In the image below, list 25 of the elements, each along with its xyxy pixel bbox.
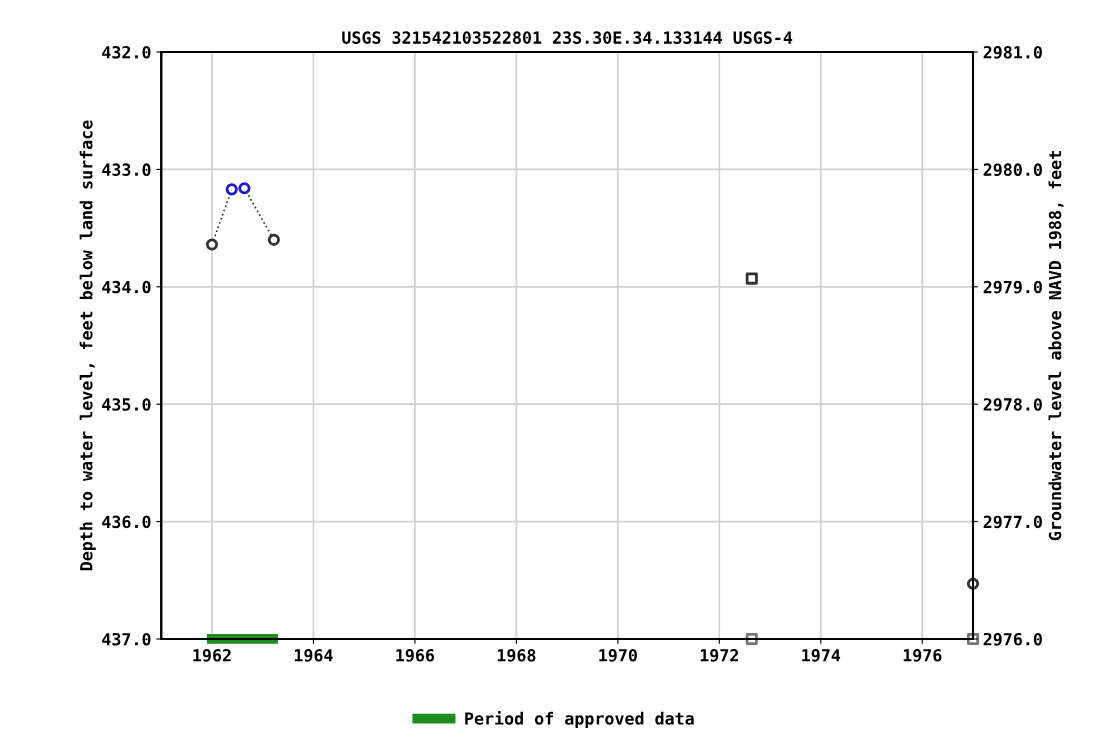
y-axis-title: Depth to water level, feet below land surface xyxy=(79,120,96,571)
x-tick-label: 1970 xyxy=(599,649,637,662)
x-tick-label: 1968 xyxy=(497,649,536,662)
y-tick-label: 436.0 xyxy=(102,515,151,529)
x-tick-label: 1972 xyxy=(700,649,739,662)
y-tick-label: 432.0 xyxy=(102,45,151,59)
y2-tick-label: 2978.0 xyxy=(983,398,1042,411)
y2-tick-label: 2980.0 xyxy=(983,163,1042,177)
x-tick-label: 1964 xyxy=(294,649,333,662)
legend-label: Period of approved data xyxy=(465,710,694,728)
x-tick-label: 1974 xyxy=(802,649,841,662)
point xyxy=(745,272,758,285)
chart-title: USGS 321542103522801 23S.30E.34.133144 USGS-4 xyxy=(342,31,793,44)
y-tick-label: 433.0 xyxy=(102,163,151,176)
y-tick-label: 435.0 xyxy=(102,398,151,411)
x-tick-label: 1976 xyxy=(903,649,942,662)
y2-tick-label: 2981.0 xyxy=(983,45,1042,59)
y-tick-label: 437.0 xyxy=(102,632,151,646)
y-tick-label: 434.0 xyxy=(102,280,151,294)
y2-axis-title: Groundwater level above NAVD 1988, feet xyxy=(1048,151,1064,541)
x-tick-label: 1962 xyxy=(193,649,231,662)
y2-tick-label: 2977.0 xyxy=(983,515,1042,529)
y2-tick-label: 2979.0 xyxy=(983,280,1042,294)
x-tick-label: 1966 xyxy=(396,649,435,662)
y2-tick-label: 2976.0 xyxy=(983,632,1042,646)
